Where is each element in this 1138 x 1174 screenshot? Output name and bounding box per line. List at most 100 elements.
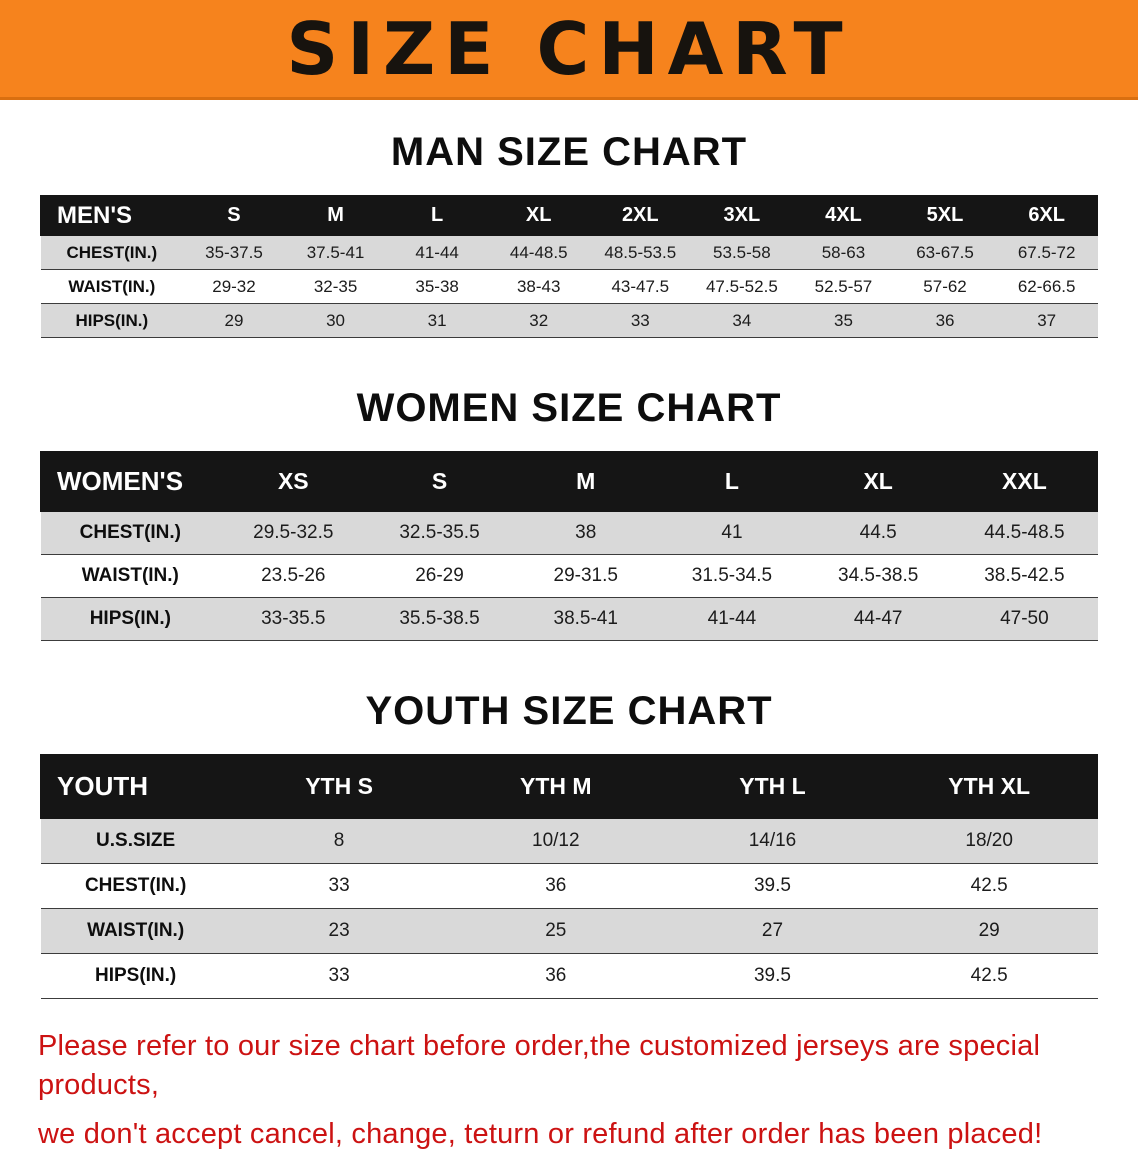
size-header-cell: 3XL — [690, 195, 794, 236]
youth-section-heading: YOUTH SIZE CHART — [365, 689, 773, 733]
size-header-cell: YTH L — [663, 754, 882, 819]
value-cell: 29 — [224, 310, 244, 330]
value-cell: 29.5-32.5 — [253, 522, 334, 543]
row-label-cell: WAIST(IN.) — [68, 276, 156, 296]
value-cell: 29-31.5 — [553, 565, 618, 586]
size-header-cell: 4XL — [792, 195, 895, 236]
youth-size-section: YOUTH SIZE CHART YOUTH YTH S YTH M YTH L YTH… — [0, 689, 1138, 999]
value-cell: 38.5-42.5 — [984, 565, 1065, 586]
row-label-cell: WAIST(IN.) — [81, 565, 179, 586]
value-cell: 32 — [529, 310, 549, 330]
value-cell: 39.5 — [753, 965, 791, 986]
row-label-cell: CHEST(IN.) — [84, 875, 187, 896]
value-cell: 37.5-41 — [306, 242, 365, 262]
women-size-table: WOMEN'S XS S M L XL XXL CHEST(IN.) 29.5-32.5 32.5… — [40, 451, 1099, 641]
value-cell: 57-62 — [923, 276, 967, 296]
value-cell: 29-32 — [212, 276, 256, 296]
value-cell: 38-43 — [516, 276, 561, 296]
value-cell: 67.5-72 — [1017, 242, 1076, 262]
table-header-row: WOMEN'S XS S M L XL XXL — [40, 451, 1099, 512]
row-label-cell: U.S.SIZE — [96, 830, 176, 851]
size-header-cell: S — [182, 195, 286, 236]
size-header-cell: L — [385, 195, 489, 236]
row-label-cell: HIPS(IN.) — [75, 310, 149, 330]
value-cell: 33 — [328, 965, 350, 986]
value-cell: 14/16 — [748, 830, 797, 851]
size-header-cell: YTH M — [446, 754, 665, 819]
value-cell: 39.5 — [753, 875, 791, 896]
value-cell: 33-35.5 — [261, 608, 326, 629]
youth-size-table: YOUTH YTH S YTH M YTH L YTH XL U.S.SIZE 8 10/12… — [39, 754, 1098, 999]
value-cell: 35 — [833, 310, 853, 330]
table-title-cell: YOUTH — [39, 754, 232, 819]
value-cell: 52.5-57 — [814, 276, 873, 296]
value-cell: 42.5 — [970, 965, 1008, 986]
value-cell: 44-47 — [853, 608, 903, 629]
value-cell: 38 — [575, 522, 597, 543]
value-cell: 10/12 — [532, 830, 580, 851]
value-cell: 35-37.5 — [205, 242, 263, 262]
value-cell: 31 — [427, 310, 447, 330]
size-header-cell: S — [365, 451, 514, 512]
table-title-cell: MEN'S — [40, 195, 184, 236]
disclaimer-line-1: Please refer to our size chart before or… — [38, 1030, 1041, 1102]
men-size-section: MAN SIZE CHART MEN'S S M L XL 2XL 3XL 4XL 5XL 6XL… — [0, 130, 1138, 338]
value-cell: 44.5 — [859, 522, 897, 543]
value-cell: 37 — [1037, 310, 1057, 330]
table-row: CHEST(IN.) 35-37.5 37.5-41 41-44 44-48.5 48.5… — [40, 235, 1098, 270]
value-cell: 23 — [328, 920, 350, 941]
value-cell: 53.5-58 — [713, 242, 771, 262]
table-row: WAIST(IN.) 23 25 27 29 — [40, 908, 1098, 954]
value-cell: 8 — [333, 830, 345, 851]
page-title: SIZE CHART — [286, 6, 852, 91]
size-header-cell: XL — [804, 451, 952, 512]
size-header-cell: 6XL — [995, 195, 1098, 236]
value-cell: 41-44 — [707, 608, 757, 629]
table-row: U.S.SIZE 8 10/12 14/16 18/20 — [40, 818, 1098, 864]
table-row: CHEST(IN.) 33 36 39.5 42.5 — [40, 863, 1098, 909]
size-header-cell: 2XL — [589, 195, 692, 236]
size-header-cell: M — [512, 451, 660, 512]
value-cell: 34.5-38.5 — [838, 565, 919, 586]
table-row: WAIST(IN.) 23.5-26 26-29 29-31.5 31.5-34.5 34… — [40, 554, 1098, 598]
value-cell: 30 — [326, 310, 346, 330]
value-cell: 41-44 — [415, 242, 459, 262]
size-header-cell: YTH S — [230, 754, 448, 819]
value-cell: 58-63 — [821, 242, 866, 262]
size-header-cell: XS — [219, 451, 367, 512]
value-cell: 23.5-26 — [261, 565, 326, 586]
size-header-cell: L — [658, 451, 806, 512]
table-row: HIPS(IN.) 33-35.5 35.5-38.5 38.5-41 41-44 44-… — [40, 597, 1098, 641]
value-cell: 43-47.5 — [611, 276, 670, 296]
value-cell: 44-48.5 — [509, 242, 568, 262]
row-label-cell: WAIST(IN.) — [87, 920, 185, 941]
value-cell: 33 — [630, 310, 650, 330]
value-cell: 36 — [935, 310, 955, 330]
disclaimer-line-2: we don't accept cancel, change, teturn o… — [38, 1118, 1043, 1151]
value-cell: 47.5-52.5 — [705, 276, 778, 296]
table-header-row: MEN'S S M L XL 2XL 3XL 4XL 5XL 6XL — [40, 195, 1098, 236]
value-cell: 42.5 — [970, 875, 1008, 896]
value-cell: 62-66.5 — [1017, 276, 1076, 296]
disclaimer: Please refer to our size chart before or… — [38, 1027, 1100, 1154]
value-cell: 32-35 — [313, 276, 358, 296]
table-title-cell: WOMEN'S — [40, 451, 221, 512]
value-cell: 31.5-34.5 — [691, 565, 773, 586]
row-label-cell: CHEST(IN.) — [66, 242, 158, 262]
value-cell: 35-38 — [415, 276, 459, 296]
value-cell: 44.5-48.5 — [984, 522, 1065, 543]
women-size-section: WOMEN SIZE CHART WOMEN'S XS S M L XL XXL CHEST(… — [0, 386, 1138, 641]
value-cell: 41 — [721, 522, 743, 543]
women-section-heading: WOMEN SIZE CHART — [356, 386, 782, 430]
value-cell: 47-50 — [1000, 608, 1049, 629]
row-label-cell: HIPS(IN.) — [89, 608, 171, 629]
value-cell: 32.5-35.5 — [399, 522, 480, 543]
table-header-row: YOUTH YTH S YTH M YTH L YTH XL — [39, 754, 1098, 819]
value-cell: 63-67.5 — [916, 242, 974, 262]
size-header-cell: YTH XL — [880, 754, 1098, 819]
table-row: WAIST(IN.) 29-32 32-35 35-38 38-43 43-47.5 47.… — [40, 269, 1098, 304]
table-row: HIPS(IN.) 33 36 39.5 42.5 — [40, 953, 1098, 999]
value-cell: 48.5-53.5 — [604, 242, 677, 262]
value-cell: 33 — [328, 875, 350, 896]
